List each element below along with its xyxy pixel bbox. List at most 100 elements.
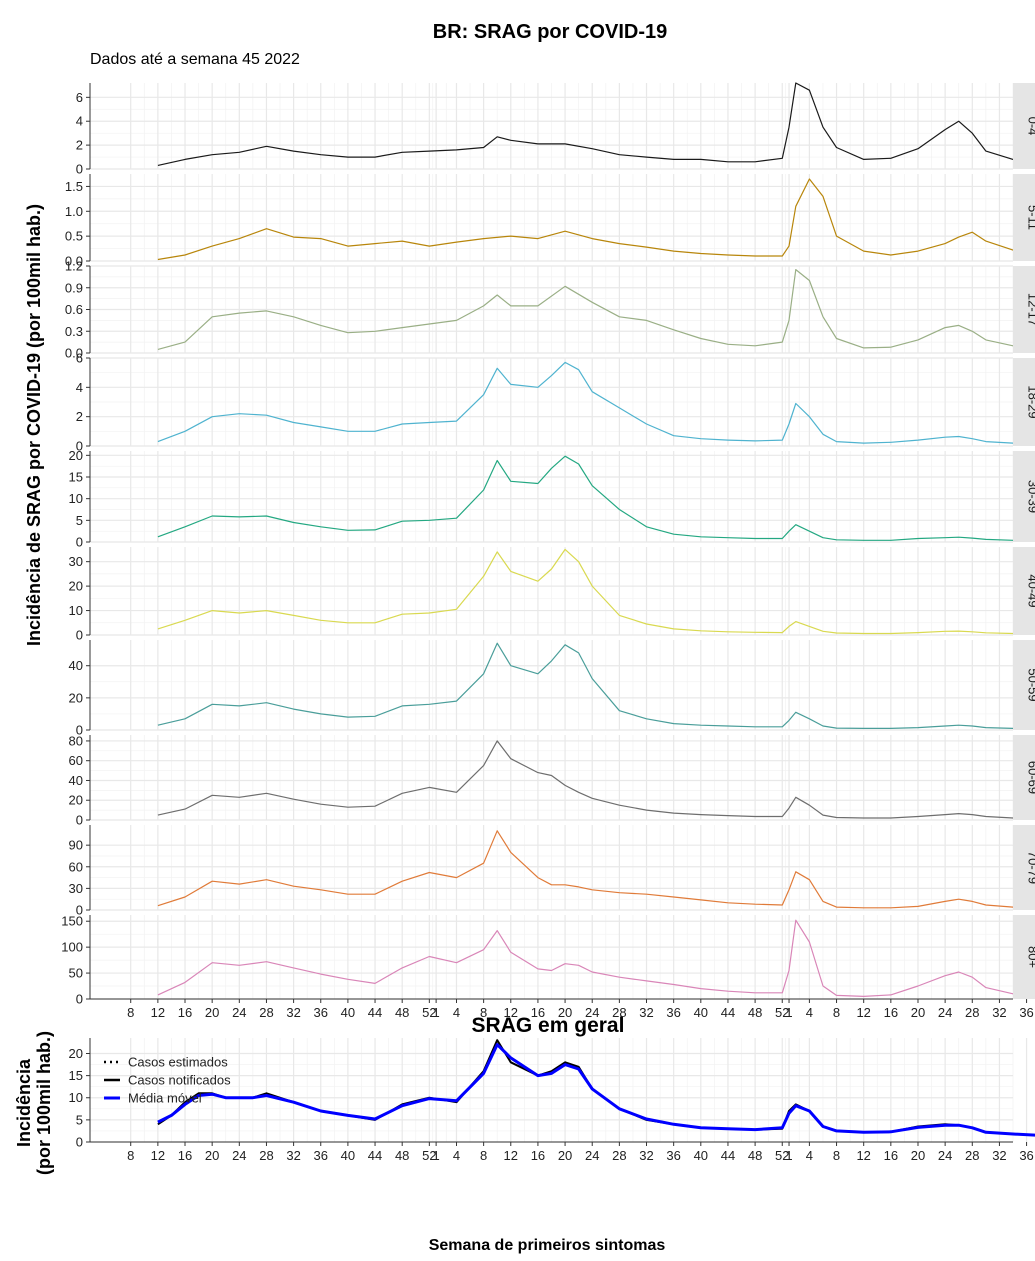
x-tick-label: 40 bbox=[694, 1148, 708, 1163]
x-tick-label: 8 bbox=[833, 1148, 840, 1163]
x-tick-label: 28 bbox=[259, 1005, 273, 1020]
y-tick-label: 6 bbox=[76, 90, 83, 105]
x-tick-label: 36 bbox=[666, 1005, 680, 1020]
x-tick-label: 28 bbox=[965, 1005, 979, 1020]
x-tick-label: 28 bbox=[965, 1148, 979, 1163]
x-tick-label: 12 bbox=[856, 1005, 870, 1020]
x-tick-label: 32 bbox=[639, 1005, 653, 1020]
y-tick-label: 60 bbox=[69, 753, 83, 768]
facet-panel-5-11: 0.00.51.01.55-11 bbox=[65, 174, 1035, 269]
x-tick-label: 36 bbox=[314, 1005, 328, 1020]
x-tick-label: 4 bbox=[453, 1005, 460, 1020]
bottom-panel-title: SRAG em geral bbox=[472, 1014, 625, 1037]
y-tick-label: 2 bbox=[76, 138, 83, 153]
x-tick-label: 20 bbox=[558, 1005, 572, 1020]
x-tick-label: 4 bbox=[806, 1005, 813, 1020]
y-tick-label: 100 bbox=[61, 940, 83, 955]
y-tick-label: 2 bbox=[76, 409, 83, 424]
facet-label: 0-4 bbox=[1026, 117, 1035, 136]
y-tick-label: 30 bbox=[69, 881, 83, 896]
x-tick-label: 1 bbox=[433, 1005, 440, 1020]
x-tick-label: 44 bbox=[721, 1148, 735, 1163]
x-tick-label: 12 bbox=[504, 1005, 518, 1020]
y-tick-label: 5 bbox=[76, 513, 83, 528]
x-tick-label: 8 bbox=[833, 1005, 840, 1020]
y-tick-label: 0 bbox=[76, 162, 83, 177]
x-tick-label: 28 bbox=[612, 1005, 626, 1020]
x-tick-label: 1 bbox=[785, 1148, 792, 1163]
x-tick-label: 48 bbox=[395, 1005, 409, 1020]
x-tick-label: 44 bbox=[721, 1005, 735, 1020]
y-tick-label: 0 bbox=[76, 628, 83, 643]
x-tick-label: 28 bbox=[612, 1148, 626, 1163]
y-tick-label: 0 bbox=[76, 992, 83, 1007]
y-tick-label: 40 bbox=[69, 773, 83, 788]
y-tick-label: 30 bbox=[69, 554, 83, 569]
x-tick-label: 24 bbox=[232, 1148, 246, 1163]
facet-label: 18-29 bbox=[1026, 385, 1035, 418]
x-tick-label: 32 bbox=[992, 1005, 1006, 1020]
x-tick-label: 12 bbox=[504, 1148, 518, 1163]
facet-label: 50-59 bbox=[1026, 668, 1035, 701]
y-axis-label: Incidência de SRAG por COVID-19 (por 100… bbox=[24, 204, 44, 646]
x-tick-label: 8 bbox=[127, 1148, 134, 1163]
x-tick-label: 32 bbox=[286, 1148, 300, 1163]
x-tick-label: 44 bbox=[368, 1148, 382, 1163]
facet-label: 5-11 bbox=[1026, 205, 1035, 230]
y-tick-label: 0.5 bbox=[65, 229, 83, 244]
x-tick-label: 48 bbox=[395, 1148, 409, 1163]
x-tick-label: 8 bbox=[480, 1005, 487, 1020]
x-tick-label: 20 bbox=[911, 1148, 925, 1163]
x-tick-label: 12 bbox=[856, 1148, 870, 1163]
x-tick-label: 36 bbox=[1019, 1148, 1033, 1163]
y-tick-label: 1.2 bbox=[65, 259, 83, 274]
y-tick-label: 10 bbox=[69, 491, 83, 506]
y-tick-label: 20 bbox=[69, 1046, 83, 1061]
x-tick-label: 1 bbox=[785, 1005, 792, 1020]
facet-label: 12-17 bbox=[1026, 293, 1035, 326]
y-tick-label: 150 bbox=[61, 914, 83, 929]
y-tick-label: 10 bbox=[69, 603, 83, 618]
x-tick-label: 36 bbox=[314, 1148, 328, 1163]
y-tick-label: 0 bbox=[76, 535, 83, 550]
x-tick-label: 36 bbox=[1019, 1005, 1033, 1020]
y-tick-label: 4 bbox=[76, 380, 83, 395]
legend-label: Casos notificados bbox=[128, 1073, 231, 1088]
facet-label: 30-39 bbox=[1026, 480, 1035, 513]
x-tick-label: 20 bbox=[205, 1148, 219, 1163]
facet-panels: 02460-40.00.51.01.55-110.00.30.60.91.212… bbox=[61, 83, 1035, 1163]
x-tick-label: 40 bbox=[341, 1005, 355, 1020]
x-tick-label: 16 bbox=[178, 1005, 192, 1020]
y-tick-label: 80 bbox=[69, 733, 83, 748]
y-tick-label: 0.9 bbox=[65, 280, 83, 295]
x-tick-label: 24 bbox=[938, 1005, 952, 1020]
y-tick-label: 20 bbox=[69, 690, 83, 705]
x-tick-label: 24 bbox=[232, 1005, 246, 1020]
y-tick-label: 5 bbox=[76, 1112, 83, 1127]
x-tick-label: 16 bbox=[884, 1005, 898, 1020]
x-tick-label: 16 bbox=[531, 1148, 545, 1163]
x-tick-label: 48 bbox=[748, 1005, 762, 1020]
legend-label: Média móvel bbox=[128, 1091, 202, 1106]
y-tick-label: 0 bbox=[76, 813, 83, 828]
x-tick-label: 16 bbox=[178, 1148, 192, 1163]
y-tick-label: 15 bbox=[69, 1068, 83, 1083]
x-tick-label: 16 bbox=[884, 1148, 898, 1163]
y-tick-label: 0.6 bbox=[65, 302, 83, 317]
legend-label: Casos estimados bbox=[128, 1055, 228, 1070]
y-tick-label: 0 bbox=[76, 1135, 83, 1150]
facet-label: 40-49 bbox=[1026, 574, 1035, 607]
facet-label: 80+ bbox=[1026, 946, 1035, 968]
x-tick-label: 32 bbox=[639, 1148, 653, 1163]
x-tick-label: 12 bbox=[151, 1148, 165, 1163]
x-tick-label: 8 bbox=[480, 1148, 487, 1163]
facet-label: 60-69 bbox=[1026, 761, 1035, 794]
